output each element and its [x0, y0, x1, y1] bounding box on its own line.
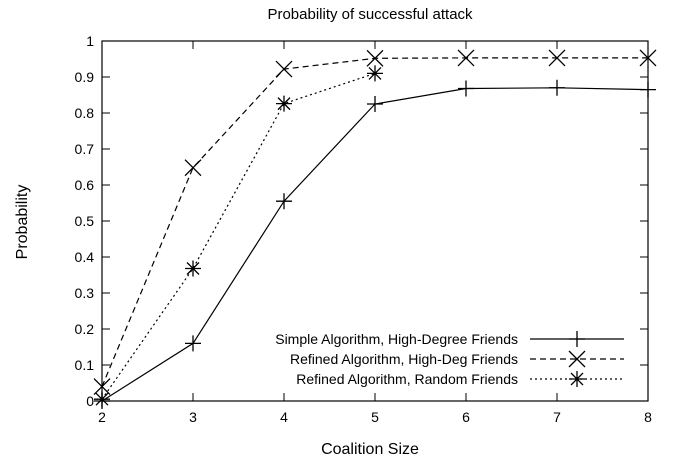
data-point [276, 95, 292, 112]
y-tick-label: 0.4 [75, 249, 95, 265]
legend-marker [569, 371, 585, 387]
y-tick-label: 0.2 [75, 321, 95, 337]
x-tick-label: 4 [280, 409, 288, 425]
y-tick-label: 0.1 [75, 357, 95, 373]
legend-marker [569, 331, 585, 347]
y-tick-label: 0.7 [75, 141, 95, 157]
data-point [275, 60, 293, 78]
legend: Simple Algorithm, High-Degree Friends Ref… [275, 331, 624, 387]
y-tick-label: 1 [86, 33, 94, 49]
y-tick-label: 0.5 [75, 213, 95, 229]
plot-frame [101, 40, 649, 402]
legend-marker [568, 350, 586, 368]
y-tick-label: 0.9 [75, 69, 95, 85]
series-line [101, 72, 376, 400]
legend-label: Simple Algorithm, High-Degree Friends [275, 331, 518, 347]
data-point [457, 49, 475, 67]
legend-label: Refined Algorithm, Random Friends [296, 371, 518, 387]
data-point [548, 49, 566, 67]
data-point [366, 49, 384, 67]
x-axis-label: Coalition Size [321, 441, 419, 458]
data-point [185, 335, 201, 352]
chart-title: Probability of successful attack [267, 6, 473, 23]
plot-area: 0 0.1 0.2 0.3 0.4 0.5 0.6 0.7 0.8 0.9 1 2 3 4 5 6 7 8 [75, 33, 657, 425]
y-tick-label: 0 [86, 393, 94, 409]
y-tick-label: 0.6 [75, 177, 95, 193]
x-tick-label: 2 [98, 409, 106, 425]
data-point [640, 81, 656, 98]
y-tick-label: 0.3 [75, 285, 95, 301]
legend-label: Refined Algorithm, High-Deg Friends [290, 351, 518, 367]
data-point [185, 260, 201, 277]
y-tick-label: 0.8 [75, 105, 95, 121]
x-tick-label: 5 [371, 409, 379, 425]
series-2 [93, 49, 657, 396]
series-1 [94, 79, 656, 409]
data-point [184, 159, 202, 177]
x-tick-label: 3 [189, 409, 197, 425]
data-point [549, 79, 565, 96]
data-point [94, 391, 110, 408]
data-point [367, 65, 383, 82]
data-point [639, 49, 657, 67]
data-point [276, 193, 292, 210]
data-point [93, 378, 111, 396]
x-tick-label: 6 [462, 409, 470, 425]
series-3 [94, 65, 383, 408]
data-point [458, 80, 474, 97]
y-axis-label: Probability [14, 185, 31, 260]
data-point [367, 96, 383, 112]
x-tick-label: 7 [553, 409, 561, 425]
x-tick-label: 8 [644, 409, 652, 425]
